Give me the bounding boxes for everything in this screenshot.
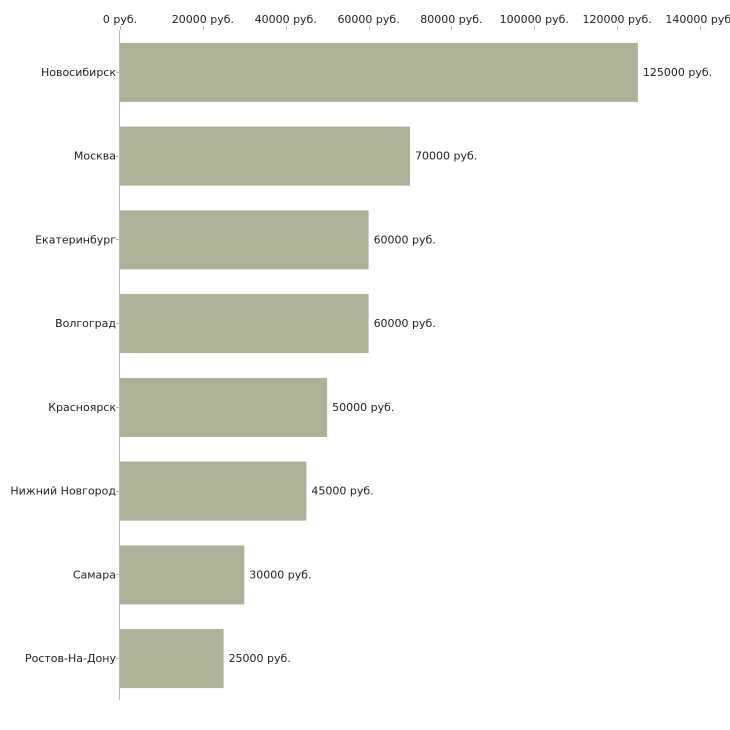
- category-label-2: Москва: [74, 150, 116, 163]
- category-label-8: Ростов-На-Дону: [25, 652, 116, 665]
- data-label-3: 60000 руб.: [374, 233, 436, 246]
- x-tick-label-6: 100000 руб.: [500, 13, 569, 26]
- category-label-7: Самара: [73, 568, 116, 581]
- x-tick-label-1: 0 руб.: [103, 13, 137, 26]
- bar-1: [120, 42, 638, 102]
- data-label-6: 45000 руб.: [311, 485, 373, 498]
- data-label-5: 50000 руб.: [332, 401, 394, 414]
- bar-5: [120, 377, 328, 437]
- data-label-7: 30000 руб.: [249, 568, 311, 581]
- category-label-5: Красноярск: [48, 401, 116, 414]
- data-label-4: 60000 руб.: [374, 317, 436, 330]
- x-tick-label-7: 120000 руб.: [583, 13, 652, 26]
- bar-6: [120, 461, 307, 521]
- x-tick-label-3: 40000 руб.: [255, 13, 317, 26]
- data-label-1: 125000 руб.: [643, 66, 712, 79]
- category-label-4: Волгоград: [55, 317, 116, 330]
- category-label-6: Нижний Новгород: [10, 485, 116, 498]
- x-tick-label-8: 140000 руб.: [665, 13, 730, 26]
- bar-7: [120, 545, 245, 605]
- x-tick-label-2: 20000 руб.: [172, 13, 234, 26]
- bar-2: [120, 126, 410, 186]
- x-tick-label-4: 60000 руб.: [337, 13, 399, 26]
- bar-3: [120, 210, 369, 270]
- data-label-8: 25000 руб.: [229, 652, 291, 665]
- category-label-3: Екатеринбург: [35, 233, 116, 246]
- data-label-2: 70000 руб.: [415, 150, 477, 163]
- bar-4: [120, 294, 369, 354]
- bar-8: [120, 629, 224, 689]
- x-tick-label-5: 80000 руб.: [420, 13, 482, 26]
- category-label-1: Новосибирск: [41, 66, 116, 79]
